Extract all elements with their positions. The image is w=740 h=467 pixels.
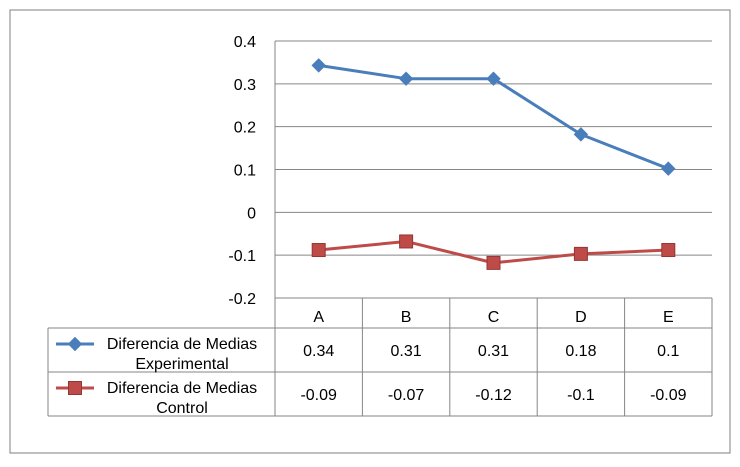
y-tick-label: 0.1 <box>234 163 256 180</box>
legend-key-marker <box>68 381 82 395</box>
table-value-cell: -0.12 <box>475 387 512 404</box>
data-table: A B C D E Diferencia de Medias Experimental 0.3… <box>47 298 713 417</box>
data-point <box>661 243 676 258</box>
data-point <box>398 71 414 86</box>
x-category-label: D <box>575 309 587 326</box>
data-point <box>573 246 588 261</box>
series-layer <box>311 58 676 270</box>
series-name-label: Experimental <box>135 356 228 373</box>
y-tick-label: 0.2 <box>234 120 256 137</box>
y-tick-label: -0.2 <box>228 291 256 308</box>
table-value-cell: 0.31 <box>478 343 509 360</box>
series-name-label: Diferencia de Medias <box>107 336 257 353</box>
data-point <box>661 161 676 176</box>
y-tick-label: 0.4 <box>234 34 256 51</box>
x-category-label: A <box>313 309 324 326</box>
x-category-label: E <box>663 309 674 326</box>
legend-key-marker <box>67 336 83 352</box>
table-value-cell: 0.18 <box>565 343 596 360</box>
table-value-cell: -0.09 <box>300 387 337 404</box>
y-tick-label: 0.3 <box>234 77 256 94</box>
data-point <box>486 71 501 86</box>
series-name-label: Diferencia de Medias <box>107 380 257 397</box>
data-point <box>486 255 501 270</box>
y-tick-label: 0 <box>247 205 256 222</box>
x-category-label: B <box>401 309 412 326</box>
series-name-label: Control <box>156 400 208 417</box>
table-value-cell: 0.1 <box>657 343 679 360</box>
data-point <box>311 58 326 73</box>
table-value-cell: -0.07 <box>388 387 425 404</box>
y-axis: 0.4 0.3 0.2 0.1 0 -0.1 -0.2 <box>228 34 276 308</box>
x-category-label: C <box>488 309 500 326</box>
table-value-cell: 0.34 <box>303 343 334 360</box>
grid-lines <box>275 40 712 299</box>
data-point <box>311 243 326 258</box>
table-value-cell: 0.31 <box>391 343 422 360</box>
y-tick-label: -0.1 <box>228 248 256 265</box>
table-value-cell: -0.09 <box>650 387 687 404</box>
data-point <box>399 234 414 249</box>
data-point <box>573 127 589 142</box>
table-value-cell: -0.1 <box>567 387 595 404</box>
